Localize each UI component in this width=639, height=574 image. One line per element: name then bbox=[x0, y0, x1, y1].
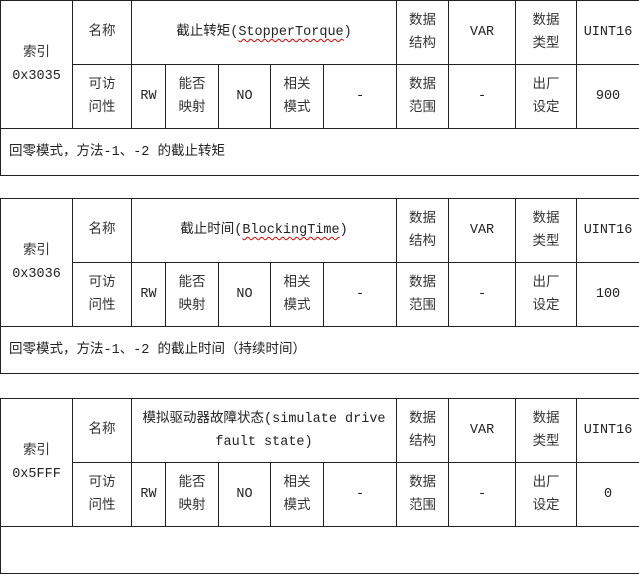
description bbox=[0, 526, 639, 574]
name-en: BlockingTime bbox=[242, 223, 340, 238]
mappable-label: 能否 映射 bbox=[165, 462, 219, 527]
related-mode-label: 相关 模式 bbox=[270, 64, 324, 129]
access-label: 可访 问性 bbox=[72, 64, 132, 129]
description: 回零模式，方法-1、-2 的截止转矩 bbox=[0, 128, 639, 176]
name-value: 截止转矩(StopperTorque) bbox=[131, 0, 397, 65]
object-table: 索引 0x5FFF 名称 模拟驱动器故障状态(simulate drive fau… bbox=[0, 398, 639, 574]
default-value: 0 bbox=[576, 462, 639, 527]
index-label: 索引 bbox=[23, 443, 50, 459]
name-value: 截止时间(BlockingTime) bbox=[130, 198, 398, 263]
table-row: 可访 问性 RW 能否 映射 NO 相关 模式 - 数据 范围 - 出厂 设定 900 bbox=[1, 64, 639, 129]
default-label: 出厂 设定 bbox=[515, 262, 578, 327]
name-label: 名称 bbox=[72, 0, 132, 65]
data-structure-label: 数据 结构 bbox=[396, 0, 449, 65]
index-value: 0x5FFF bbox=[12, 466, 61, 482]
table-row: 索引 0x3036 名称 截止时间(BlockingTime) 数据 结构 VAR … bbox=[0, 198, 639, 327]
data-structure-label: 数据 结构 bbox=[396, 198, 450, 263]
data-structure-value: VAR bbox=[448, 0, 516, 65]
index-cell: 索引 0x3035 bbox=[0, 0, 73, 129]
name-label: 名称 bbox=[72, 398, 132, 463]
related-mode-value: - bbox=[322, 462, 398, 527]
index-value: 0x3036 bbox=[12, 266, 61, 282]
mappable-value: NO bbox=[218, 64, 271, 129]
data-type-label: 数据 类型 bbox=[515, 198, 578, 263]
table-row: 回零模式，方法-1、-2 的截止转矩 bbox=[0, 128, 639, 176]
related-mode-value: - bbox=[323, 64, 397, 129]
data-structure-value: VAR bbox=[448, 398, 517, 463]
index-label: 索引 bbox=[23, 243, 50, 259]
name-close: ) bbox=[343, 25, 352, 40]
name-value: 模拟驱动器故障状态(simulate drive fault state) bbox=[130, 398, 398, 463]
access-value: RW bbox=[131, 262, 166, 327]
data-range-label: 数据 范围 bbox=[396, 262, 450, 327]
index-value: 0x3035 bbox=[12, 68, 61, 84]
data-type-value: UINT16 bbox=[576, 398, 639, 463]
name-cn: 截止转矩( bbox=[176, 25, 239, 40]
table-row: 可访 问性 RW 能否 映射 NO 相关 模式 - 数据 范围 - 出厂 设定 100 bbox=[1, 262, 639, 327]
table-row: 回零模式，方法-1、-2 的截止时间（持续时间） bbox=[0, 326, 639, 374]
data-type-value: UINT16 bbox=[576, 198, 639, 263]
name-cn: 模拟驱动器故障状态(simulate drive fault state) bbox=[142, 411, 386, 450]
related-mode-label: 相关 模式 bbox=[270, 462, 324, 527]
name-label: 名称 bbox=[72, 198, 132, 263]
table-row bbox=[0, 526, 639, 574]
data-type-label: 数据 类型 bbox=[515, 398, 578, 463]
mappable-label: 能否 映射 bbox=[165, 262, 219, 327]
object-table: 索引 0x3036 名称 截止时间(BlockingTime) 数据 结构 VAR … bbox=[0, 198, 639, 374]
mappable-value: NO bbox=[218, 462, 271, 527]
default-label: 出厂 设定 bbox=[515, 64, 577, 129]
table-row: 可访 问性 RW 能否 映射 NO 相关 模式 - 数据 范围 - 出厂 设定 0 bbox=[1, 462, 639, 527]
default-value: 100 bbox=[576, 262, 639, 327]
table-row: 索引 0x3035 名称 截止转矩(StopperTorque) 数据 结构 VAR… bbox=[0, 0, 639, 129]
name-cn: 截止时间( bbox=[180, 223, 243, 238]
default-label: 出厂 设定 bbox=[515, 462, 578, 527]
object-table: 索引 0x3035 名称 截止转矩(StopperTorque) 数据 结构 VAR… bbox=[0, 0, 639, 176]
data-type-label: 数据 类型 bbox=[515, 0, 577, 65]
mappable-value: NO bbox=[218, 262, 271, 327]
name-close: ) bbox=[339, 223, 348, 238]
access-value: RW bbox=[131, 462, 166, 527]
index-label: 索引 bbox=[23, 45, 50, 61]
mappable-label: 能否 映射 bbox=[165, 64, 219, 129]
data-range-label: 数据 范围 bbox=[396, 462, 450, 527]
data-type-value: UINT16 bbox=[576, 0, 639, 65]
default-value: 900 bbox=[576, 64, 639, 129]
data-structure-value: VAR bbox=[448, 198, 517, 263]
index-cell: 索引 0x3036 bbox=[0, 198, 73, 327]
name-en: StopperTorque bbox=[238, 25, 344, 40]
data-range-value: - bbox=[448, 262, 517, 327]
data-range-label: 数据 范围 bbox=[396, 64, 449, 129]
related-mode-value: - bbox=[322, 262, 398, 327]
data-range-value: - bbox=[448, 462, 517, 527]
data-range-value: - bbox=[448, 64, 516, 129]
access-value: RW bbox=[131, 64, 166, 129]
data-structure-label: 数据 结构 bbox=[396, 398, 450, 463]
description: 回零模式，方法-1、-2 的截止时间（持续时间） bbox=[0, 326, 639, 374]
access-label: 可访 问性 bbox=[72, 462, 132, 527]
related-mode-label: 相关 模式 bbox=[270, 262, 324, 327]
access-label: 可访 问性 bbox=[72, 262, 132, 327]
index-cell: 索引 0x5FFF bbox=[0, 398, 73, 527]
table-row: 索引 0x5FFF 名称 模拟驱动器故障状态(simulate drive fau… bbox=[0, 398, 639, 527]
